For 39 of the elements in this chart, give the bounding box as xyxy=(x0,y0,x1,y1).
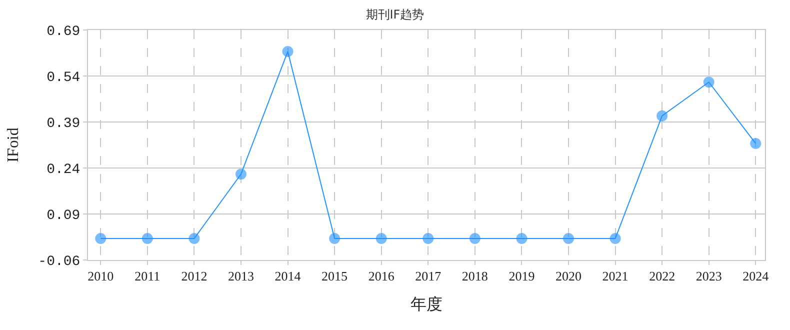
point xyxy=(376,233,387,244)
y-tick-label: 0.69 xyxy=(46,24,80,40)
point xyxy=(282,46,294,57)
point xyxy=(188,233,200,244)
y-tick-label: 0.54 xyxy=(46,70,80,86)
x-tick-label: 2023 xyxy=(696,268,722,284)
point xyxy=(422,233,434,244)
point xyxy=(329,233,340,244)
point xyxy=(469,233,480,244)
y-axis-title: IFoid xyxy=(5,128,22,162)
x-tick-label: 2010 xyxy=(88,268,114,284)
y-tick-label: 0.39 xyxy=(46,116,80,132)
y-tick-label: -0.06 xyxy=(38,254,80,270)
x-axis-title: 年度 xyxy=(410,295,442,314)
chart-title: 期刊IF趋势 xyxy=(366,7,424,22)
x-tick-label: 2017 xyxy=(415,268,442,284)
point xyxy=(95,233,106,244)
point xyxy=(610,233,621,244)
x-tick-label: 2020 xyxy=(556,268,582,284)
point xyxy=(235,168,246,180)
x-tick-label: 2016 xyxy=(368,268,395,284)
x-tick-label: 2013 xyxy=(228,268,254,284)
x-tick-label: 2015 xyxy=(322,268,348,284)
x-tick-label: 2014 xyxy=(274,268,302,284)
point xyxy=(656,110,668,122)
x-tick-label: 2019 xyxy=(508,268,535,284)
point xyxy=(750,138,762,149)
y-tick-label: 0.24 xyxy=(46,162,80,178)
x-tick-label: 2012 xyxy=(181,268,208,284)
x-tick-label: 2022 xyxy=(649,268,676,284)
x-tick-label: 2021 xyxy=(602,268,628,284)
x-tick-label: 2018 xyxy=(462,268,488,284)
point xyxy=(563,233,574,244)
point xyxy=(703,76,714,88)
x-tick-label: 2011 xyxy=(134,268,160,284)
y-tick-label: 0.09 xyxy=(46,208,80,224)
point xyxy=(142,233,153,244)
point xyxy=(516,233,528,244)
x-tick-label: 2024 xyxy=(742,268,770,284)
